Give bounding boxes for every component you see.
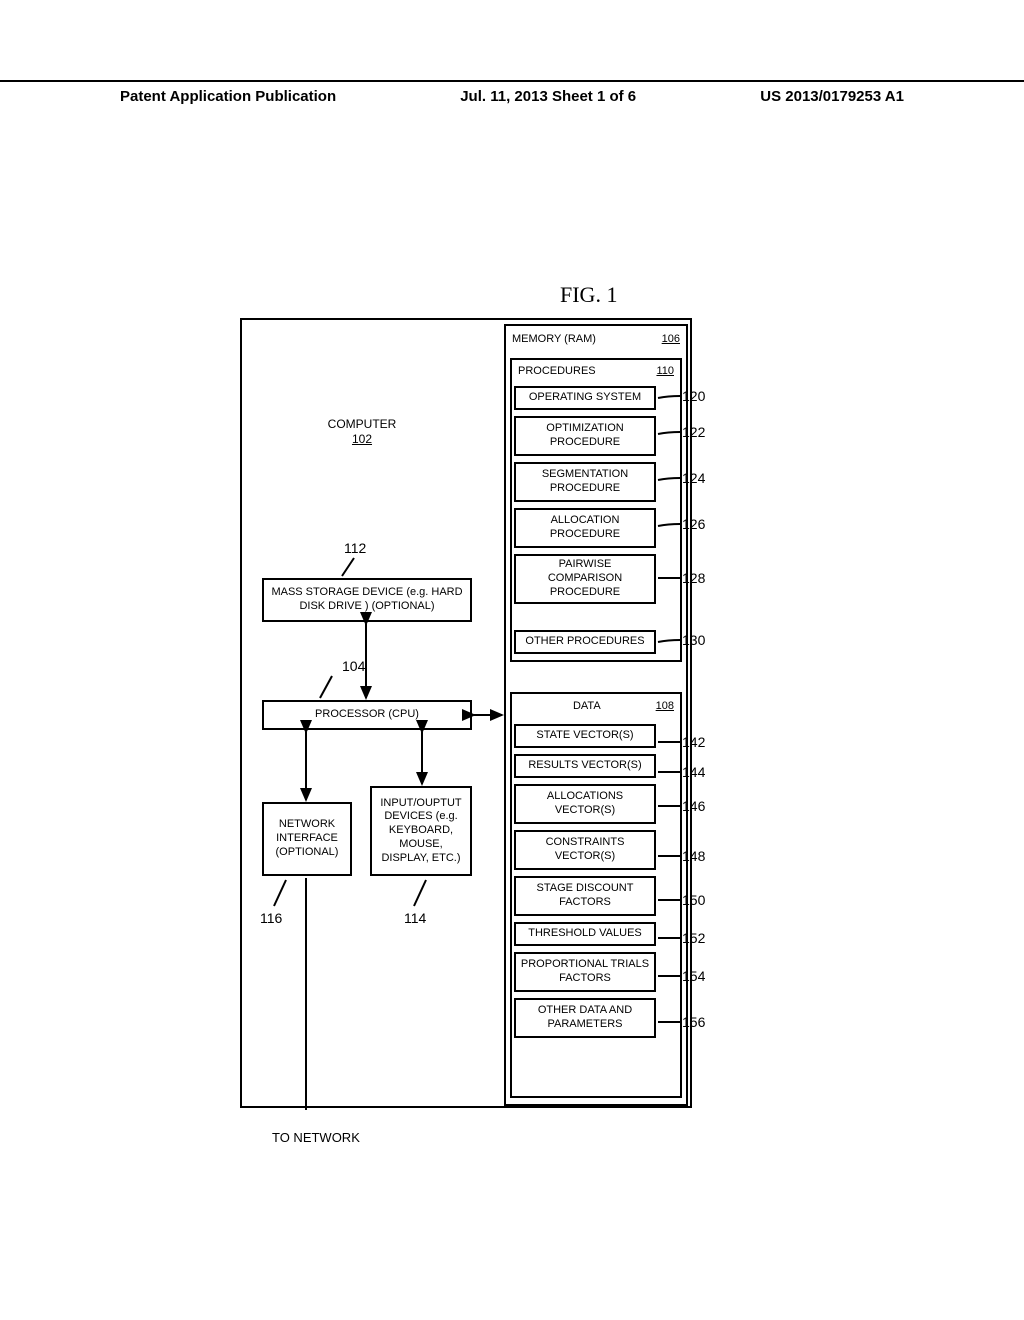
proc-item-5-label: OTHER PROCEDURES: [525, 635, 644, 649]
proc-item-0-label: OPERATING SYSTEM: [529, 391, 641, 405]
network-interface-label: NETWORK INTERFACE (OPTIONAL): [268, 818, 346, 859]
page-header: Patent Application Publication Jul. 11, …: [0, 80, 1024, 105]
header-left: Patent Application Publication: [120, 88, 336, 105]
proc-item-3-label: ALLOCATION PROCEDURE: [520, 514, 650, 542]
ref-146: 146: [682, 798, 705, 814]
data-item-0-label: STATE VECTOR(S): [536, 729, 633, 743]
ref-150: 150: [682, 892, 705, 908]
memory-ref: 106: [662, 333, 680, 345]
cpu-label: PROCESSOR (CPU): [315, 708, 419, 722]
data-item-7-label: OTHER DATA AND PARAMETERS: [520, 1004, 650, 1032]
data-item-3: CONSTRAINTS VECTOR(S): [514, 830, 656, 870]
proc-item-3: ALLOCATION PROCEDURE: [514, 508, 656, 548]
proc-item-2: SEGMENTATION PROCEDURE: [514, 462, 656, 502]
ref-148: 148: [682, 848, 705, 864]
data-item-2: ALLOCATIONS VECTOR(S): [514, 784, 656, 824]
cpu-box: PROCESSOR (CPU): [262, 700, 472, 730]
page: Patent Application Publication Jul. 11, …: [0, 0, 1024, 1320]
figure-title: FIG. 1: [560, 282, 617, 308]
computer-ref: 102: [352, 432, 372, 447]
ref-154: 154: [682, 968, 705, 984]
data-item-7: OTHER DATA AND PARAMETERS: [514, 998, 656, 1038]
ref-126: 126: [682, 516, 705, 532]
ref-130: 130: [682, 632, 705, 648]
memory-title-row: MEMORY (RAM) 106: [506, 326, 686, 352]
proc-item-5: OTHER PROCEDURES: [514, 630, 656, 654]
cpu-ref: 104: [342, 658, 365, 674]
data-item-6: PROPORTIONAL TRIALS FACTORS: [514, 952, 656, 992]
io-devices-ref: 114: [404, 910, 426, 926]
header-right: US 2013/0179253 A1: [760, 88, 904, 105]
memory-label: MEMORY (RAM): [512, 333, 596, 345]
data-item-0: STATE VECTOR(S): [514, 724, 656, 748]
proc-item-4-label: PAIRWISE COMPARISON PROCEDURE: [520, 558, 650, 599]
data-item-6-label: PROPORTIONAL TRIALS FACTORS: [520, 958, 650, 986]
mass-storage-label: MASS STORAGE DEVICE (e.g. HARD DISK DRIV…: [268, 586, 466, 614]
ref-120: 120: [682, 388, 705, 404]
proc-item-1: OPTIMIZATION PROCEDURE: [514, 416, 656, 456]
procedures-ref: 110: [656, 365, 674, 379]
ref-122: 122: [682, 424, 705, 440]
proc-item-0: OPERATING SYSTEM: [514, 386, 656, 410]
ref-128: 128: [682, 570, 705, 586]
data-title: DATA 108: [512, 694, 680, 720]
proc-item-2-label: SEGMENTATION PROCEDURE: [520, 468, 650, 496]
io-devices-label: INPUT/OUPTUT DEVICES (e.g. KEYBOARD, MOU…: [376, 797, 466, 866]
mass-storage-ref: 112: [344, 540, 366, 556]
ref-144: 144: [682, 764, 705, 780]
computer-text: COMPUTER: [328, 417, 397, 432]
data-ref: 108: [656, 700, 674, 714]
data-item-5-label: THRESHOLD VALUES: [528, 927, 642, 941]
data-item-1-label: RESULTS VECTOR(S): [528, 759, 641, 773]
ref-124: 124: [682, 470, 705, 486]
procedures-title: PROCEDURES 110: [512, 360, 680, 384]
system-diagram: COMPUTER 102 MASS STORAGE DEVICE (e.g. H…: [240, 318, 692, 1108]
network-interface-ref: 116: [260, 910, 282, 926]
network-interface-box: NETWORK INTERFACE (OPTIONAL): [262, 802, 352, 876]
proc-item-4: PAIRWISE COMPARISON PROCEDURE: [514, 554, 656, 604]
io-devices-box: INPUT/OUPTUT DEVICES (e.g. KEYBOARD, MOU…: [370, 786, 472, 876]
ref-152: 152: [682, 930, 705, 946]
header-center: Jul. 11, 2013 Sheet 1 of 6: [460, 88, 636, 105]
data-item-1: RESULTS VECTOR(S): [514, 754, 656, 778]
proc-item-1-label: OPTIMIZATION PROCEDURE: [520, 422, 650, 450]
data-item-2-label: ALLOCATIONS VECTOR(S): [520, 790, 650, 818]
ref-156: 156: [682, 1014, 705, 1030]
data-item-4-label: STAGE DISCOUNT FACTORS: [520, 882, 650, 910]
ref-142: 142: [682, 734, 705, 750]
data-item-3-label: CONSTRAINTS VECTOR(S): [520, 836, 650, 864]
procedures-label: PROCEDURES: [518, 365, 596, 379]
data-item-4: STAGE DISCOUNT FACTORS: [514, 876, 656, 916]
to-network-label: TO NETWORK: [272, 1130, 360, 1145]
mass-storage-box: MASS STORAGE DEVICE (e.g. HARD DISK DRIV…: [262, 578, 472, 622]
data-item-5: THRESHOLD VALUES: [514, 922, 656, 946]
computer-label: COMPUTER 102: [302, 412, 422, 452]
data-label: DATA: [518, 700, 656, 714]
